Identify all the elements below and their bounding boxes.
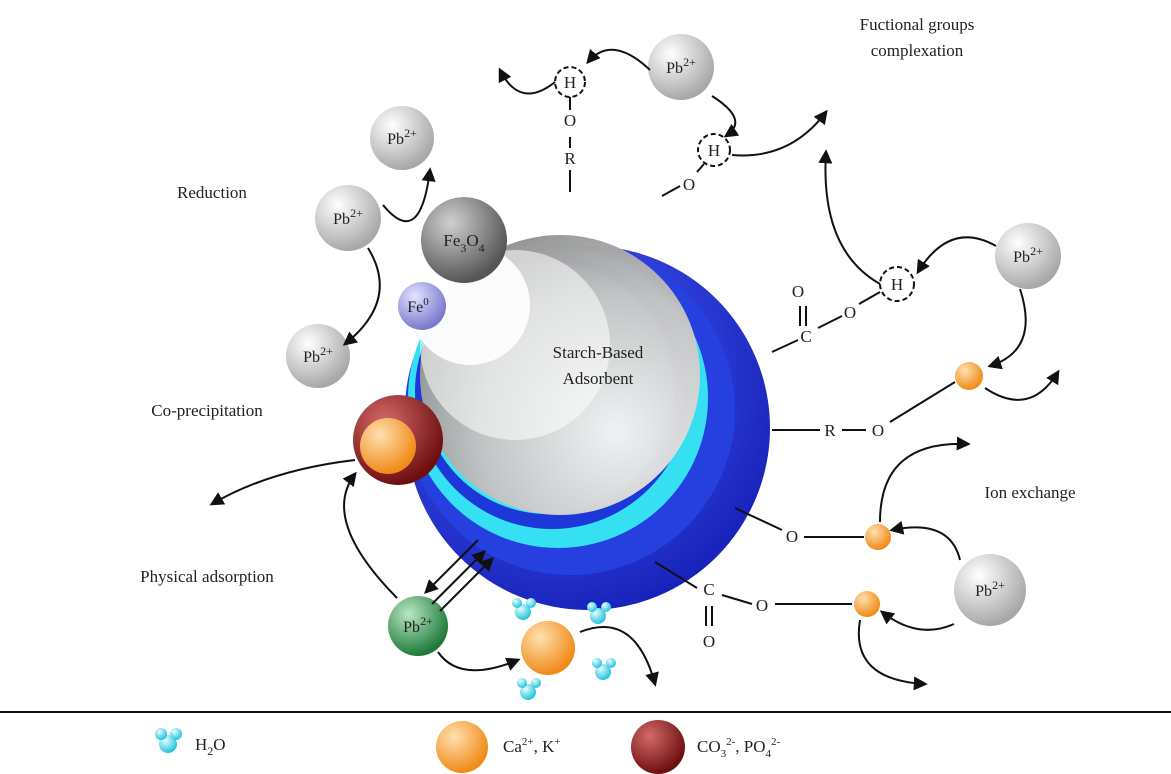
atom-h-upper: H (708, 141, 720, 160)
lead-ion-lower-right: Pb2+ (954, 554, 1026, 626)
label-ion-exchange: Ion exchange (984, 483, 1075, 502)
coprecipitate-particle (353, 395, 443, 485)
legend-anion-icon (631, 720, 685, 774)
o-cation-group: O (734, 507, 891, 550)
water-molecule (517, 678, 541, 700)
svg-text:Pb2+: Pb2+ (333, 206, 363, 228)
atom-o-sgl-right: O (844, 303, 856, 322)
legend-cation-label: Ca2+, K+ (503, 736, 561, 756)
cation-ro (955, 362, 983, 390)
atom-r-right: R (824, 421, 836, 440)
svg-text:Pb2+: Pb2+ (975, 578, 1005, 600)
starch-adsorbent-sphere: Starch-Based Adsorbent (405, 235, 770, 610)
legend-cation-icon (436, 721, 488, 773)
label-functional-line2: complexation (871, 41, 964, 60)
label-functional-line1: Fuctional groups (860, 15, 975, 34)
lead-ion-reduction-low: Pb2+ (286, 324, 350, 388)
cation-carboxyl-lower (854, 591, 880, 617)
cation-ion-exchange (865, 524, 891, 550)
hydrated-cation (521, 621, 575, 675)
atom-h-top: H (564, 73, 576, 92)
lead-ion-reduction-mid: Pb2+ (315, 185, 381, 251)
roh-group: R O H (554, 66, 586, 192)
atom-c-lower: C (703, 580, 714, 599)
legend-water-icon (155, 728, 182, 753)
atom-o-upper: O (683, 175, 695, 194)
legend-water-label: H2O (195, 735, 226, 758)
svg-text:Pb2+: Pb2+ (666, 55, 696, 77)
atom-o-ion: O (786, 527, 798, 546)
oh-group-upper: O H (661, 133, 731, 197)
atom-o-ro: O (872, 421, 884, 440)
lead-ion-top: Pb2+ (648, 34, 714, 100)
water-molecules (512, 598, 616, 700)
water-molecule (592, 658, 616, 680)
svg-text:Pb2+: Pb2+ (1013, 244, 1043, 266)
center-label-line2: Adsorbent (563, 369, 634, 388)
atom-o-dbl-lower: O (703, 632, 715, 651)
atom-o-sgl-lower: O (756, 596, 768, 615)
atom-h-right: H (891, 275, 903, 294)
atom-r-top: R (564, 149, 576, 168)
svg-text:Pb2+: Pb2+ (387, 126, 417, 148)
reaction-arrows (209, 48, 1060, 691)
svg-text:Pb2+: Pb2+ (303, 344, 333, 366)
lead-ion-right: Pb2+ (995, 223, 1061, 289)
water-molecule (512, 598, 536, 620)
atom-o-dbl-right: O (792, 282, 804, 301)
fe3o4-particle (421, 197, 507, 283)
carboxyl-group-right: C O O H (771, 266, 915, 353)
label-coprecipitation: Co-precipitation (151, 401, 263, 420)
water-molecule (587, 602, 611, 624)
center-label-line1: Starch-Based (553, 343, 644, 362)
legend: H2O Ca2+, K+ CO32-, PO42- (155, 720, 781, 774)
atom-c-right: C (800, 327, 811, 346)
svg-text:Pb2+: Pb2+ (403, 614, 433, 636)
atom-o-top: O (564, 111, 576, 130)
iron-particles: Fe3O4 Fe0 (398, 197, 507, 330)
lead-ion-reduction-top: Pb2+ (370, 106, 434, 170)
lead-ion-green: Pb2+ (388, 596, 448, 656)
label-reduction: Reduction (177, 183, 247, 202)
fe0-particle (398, 282, 446, 330)
ro-cation-group: R O (772, 362, 983, 440)
legend-anion-label: CO32-, PO42- (697, 736, 781, 760)
carboxyl-group-lower: C O O (654, 561, 880, 651)
label-physical-adsorption: Physical adsorption (140, 567, 274, 586)
